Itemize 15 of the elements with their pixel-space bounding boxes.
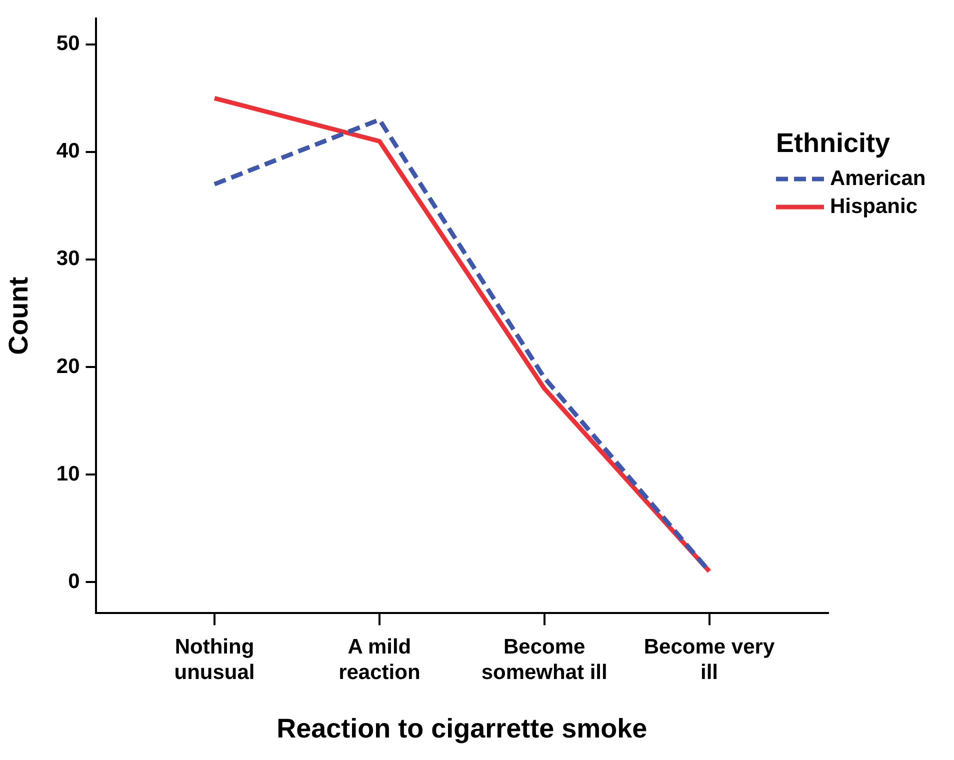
y-axis-title: Count (4, 276, 34, 355)
x-tick-label: A mild reaction (338, 636, 420, 684)
legend-title: Ethnicity (776, 128, 892, 159)
y-tick-label: 0 (68, 570, 80, 593)
y-tick-label: 20 (56, 354, 80, 378)
legend-label: American (830, 167, 926, 191)
legend-label: Hispanic (830, 195, 918, 219)
x-tick-label: Nothing unusual (174, 636, 255, 684)
y-tick-label: 40 (56, 140, 80, 163)
y-tick-label: 50 (56, 32, 80, 56)
y-tick-label: 10 (56, 462, 80, 486)
x-axis-title: Reaction to cigarrette smoke (276, 713, 648, 744)
x-tick-label: Become very ill (644, 636, 775, 684)
x-tick-label: Become somewhat ill (481, 636, 608, 684)
y-tick-label: 30 (56, 247, 80, 270)
